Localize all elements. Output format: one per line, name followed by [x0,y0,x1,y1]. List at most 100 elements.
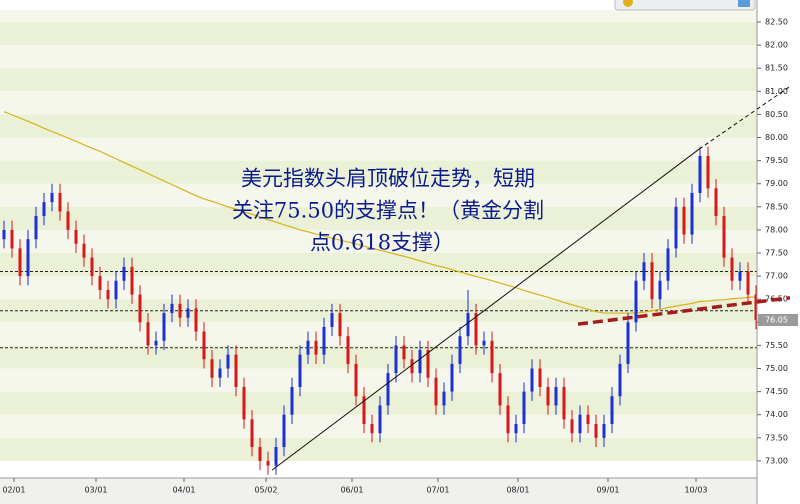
y-tick-label: 77.00 [765,272,788,281]
band [0,22,757,46]
candle-body [154,340,158,346]
band [0,91,757,115]
band [0,368,757,392]
moving-average [3,111,757,314]
trend-line [271,148,700,471]
candle-body [50,192,54,203]
candle-body [594,423,598,438]
candle-body [474,313,478,346]
candle-body [130,266,134,295]
candle-body [706,155,710,189]
candle-body [282,414,286,448]
candle-body [42,202,46,217]
candle-body [314,340,318,355]
candle-body [218,368,222,378]
candle-body [114,280,118,300]
candle-body [498,373,502,406]
candle-body [258,447,262,461]
x-tick-label: 03/01 [84,486,107,495]
y-tick-label: 75.00 [765,364,788,373]
y-tick-label: 77.50 [765,249,788,258]
candle-body [386,373,390,406]
candle-body [426,350,430,378]
candle-body [402,345,406,360]
candle-body [34,216,38,240]
candle-body [242,386,246,420]
candle-body [586,414,590,424]
x-tick-label: 07/01 [426,486,449,495]
y-tick-label: 78.50 [765,202,788,211]
band [0,276,757,300]
annotation: 关注75.50的支撑点！（黄金分割 [232,199,544,223]
candle-body [682,206,686,235]
candle-body [450,363,454,392]
band [0,137,757,161]
annotation: 美元指数头肩顶破位走势，短期 [241,167,535,191]
candle-body [746,271,750,295]
x-tick-label: 04/01 [172,486,195,495]
candle-body [530,368,534,392]
y-tick-label: 80.00 [765,133,788,142]
candle-body [290,386,294,415]
candle-body [106,289,110,300]
candle-body [66,211,70,230]
toolbar-icon[interactable] [738,0,750,7]
toolbar-box [614,0,756,11]
candle-body [90,257,94,277]
candle-body [482,340,486,346]
candle-body [626,322,630,364]
candle-body [722,216,726,258]
candle-body [26,239,30,277]
band [0,206,757,230]
y-tick-label: 80.50 [765,110,788,119]
candle-body [690,192,694,235]
candle-body [658,280,662,300]
band [0,160,757,184]
candle-body [146,322,150,346]
candle-body [266,460,270,466]
candle-body [322,326,326,355]
candle-body [98,276,102,290]
band [0,68,757,92]
candle-body [442,391,446,406]
y-tick-label: 81.00 [765,87,788,96]
candle-body [298,354,302,387]
toolbar-icon [623,0,633,7]
candle-body [634,280,638,323]
candle-body [162,313,166,341]
candle-body [546,386,550,406]
y-tick-label: 79.50 [765,156,788,165]
candle-body [730,257,734,281]
candle-body [410,359,414,374]
x-tick-label: 05/02 [254,486,277,495]
candle-body [210,359,214,378]
y-tick-label: 82.50 [765,18,788,27]
candle-body [754,294,758,320]
candle-body [178,303,182,318]
y-tick-label: 74.00 [765,410,788,419]
candle-body [418,350,422,374]
candle-body [346,336,350,364]
y-tick-label: 78.00 [765,225,788,234]
y-tick-label: 75.50 [765,341,788,350]
band [0,345,757,369]
candle-body [74,229,78,244]
candle-body [362,396,366,424]
band [0,253,757,277]
candle-body [618,363,622,397]
candle-body [610,396,614,424]
candle-body [570,419,574,434]
band [0,437,757,461]
candle-body [554,386,558,406]
candle-body [18,248,22,277]
candle-body [226,354,230,369]
candle-body [250,419,254,448]
candle-body [490,340,494,374]
x-tick-label: 10/03 [684,486,707,495]
candle-body [434,377,438,406]
trend-line-extension [698,86,790,150]
candle-body [714,188,718,217]
candle-body [170,303,174,314]
x-tick-label: 08/01 [506,486,529,495]
